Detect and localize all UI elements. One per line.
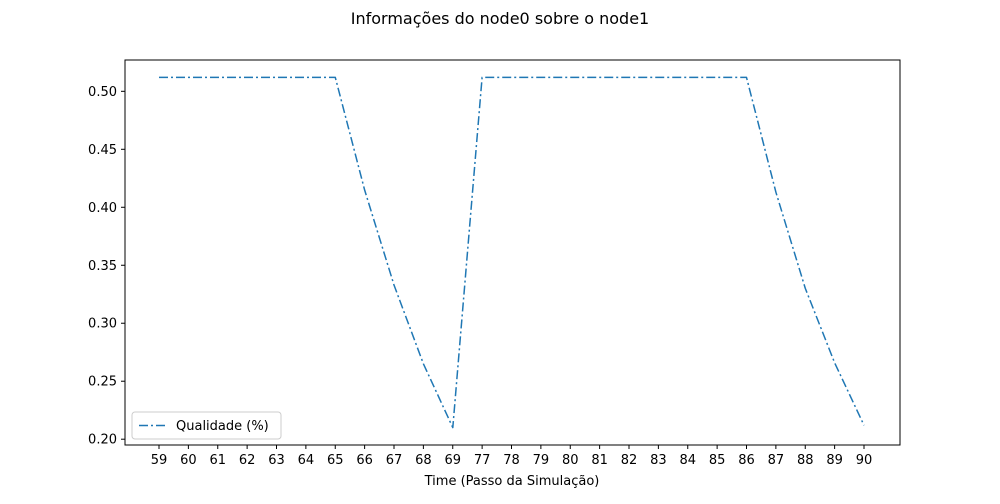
x-tick-label: 77 [474, 453, 491, 468]
x-tick-label: 85 [709, 453, 726, 468]
y-tick-label: 0.45 [88, 143, 117, 158]
x-tick-label: 61 [209, 453, 226, 468]
legend-box [131, 411, 282, 440]
x-tick-label: 67 [386, 453, 403, 468]
y-tick-label: 0.35 [88, 259, 117, 274]
x-tick-label: 60 [180, 453, 197, 468]
plot-frame [124, 59, 901, 446]
chart-title: Informações do node0 sobre o node1 [351, 9, 649, 28]
x-tick-label: 82 [621, 453, 638, 468]
x-tick-label: 59 [151, 453, 168, 468]
x-tick-label: 66 [356, 453, 373, 468]
x-tick-label: 81 [591, 453, 608, 468]
x-tick-label: 84 [679, 453, 696, 468]
x-tick-label: 69 [444, 453, 461, 468]
x-tick-label: 62 [239, 453, 256, 468]
x-tick-label: 79 [533, 453, 550, 468]
x-tick-label: 87 [768, 453, 785, 468]
x-tick-label: 63 [268, 453, 285, 468]
x-tick-label: 78 [503, 453, 520, 468]
legend: Qualidade (%) [131, 411, 282, 440]
y-tick-label: 0.50 [88, 85, 117, 100]
legend-label: Qualidade (%) [176, 419, 269, 434]
x-tick-label: 88 [797, 453, 814, 468]
y-tick-label: 0.20 [88, 433, 117, 448]
x-axis: 59 60 61 62 63 64 65 66 67 68 69 77 78 79 80 81 82 83 84 85… [151, 445, 873, 468]
x-tick-label: 80 [562, 453, 579, 468]
x-tick-label: 64 [298, 453, 315, 468]
x-tick-label: 65 [327, 453, 344, 468]
y-tick-label: 0.40 [88, 201, 117, 216]
y-axis: 0.20 0.25 0.30 0.35 0.40 0.45 0.50 [88, 85, 125, 448]
series-line-qualidade [159, 76, 865, 429]
y-tick-label: 0.30 [88, 317, 117, 332]
x-tick-label: 68 [415, 453, 432, 468]
plot-area [124, 59, 901, 446]
x-tick-label: 86 [738, 453, 755, 468]
x-axis-label: Time (Passo da Simulação) [424, 474, 600, 489]
x-tick-label: 83 [650, 453, 667, 468]
y-tick-label: 0.25 [88, 375, 117, 390]
x-tick-label: 90 [856, 453, 873, 468]
x-tick-label: 89 [826, 453, 843, 468]
